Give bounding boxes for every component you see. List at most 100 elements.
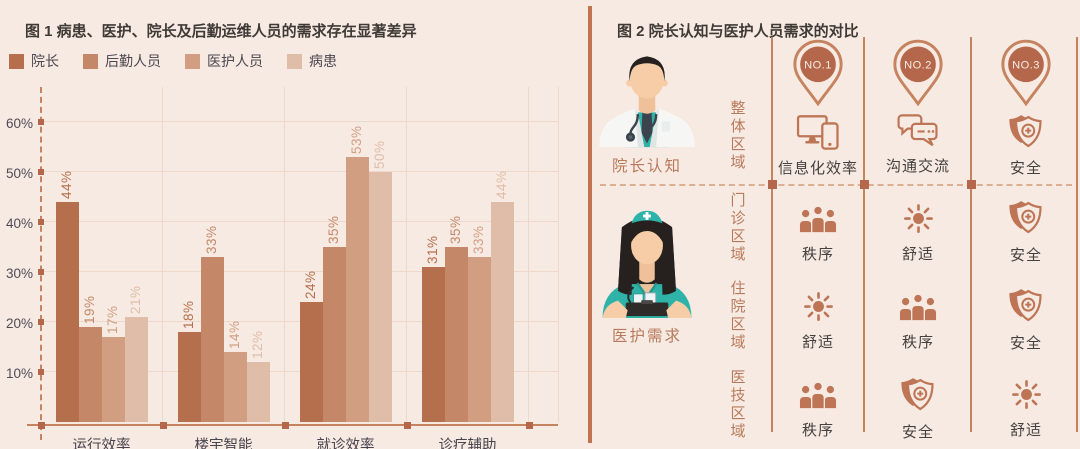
staff-need-cell: 秩序 — [772, 184, 864, 272]
director-avatar-block: 院长认知 — [592, 35, 702, 184]
staff-need-label: 秩序 — [801, 422, 834, 439]
x-axis-square-marker — [281, 422, 289, 429]
figure1-title: 图 1 病患、医护、院长及后勤运维人员的需求存在显著差异 — [25, 23, 417, 41]
bar-value-label: 17% — [105, 305, 120, 334]
people-icon — [798, 377, 838, 412]
y-tick-marker — [38, 369, 44, 375]
area-label: 住院区域 — [728, 280, 746, 352]
staff-need-cell: 安全 — [972, 184, 1080, 272]
separator-square-marker — [767, 180, 777, 189]
bar-group: 24% 35% 53% 50% 就诊效率 — [285, 87, 407, 449]
legend-label: 医护人员 — [207, 53, 263, 69]
legend-item: 病患 — [287, 51, 337, 71]
bar-value-label: 53% — [349, 125, 364, 154]
director-need-label: 沟通交流 — [885, 158, 950, 175]
sun-icon — [800, 289, 837, 324]
shield-icon — [1005, 287, 1047, 325]
bar-后勤人员: 33% — [200, 225, 224, 422]
legend-item: 后勤人员 — [83, 51, 161, 71]
figure1-panel: 图 1 病患、医护、院长及后勤运维人员的需求存在显著差异 院长 后勤人员 医护人员 病… — [6, 23, 559, 449]
shield-icon — [1005, 199, 1047, 237]
staff-need-cell: 舒适 — [972, 360, 1080, 449]
legend-swatch — [185, 53, 200, 69]
bar-院长: 31% — [421, 235, 445, 422]
legend-label: 后勤人员 — [105, 53, 161, 69]
bar-院长: 18% — [177, 300, 201, 422]
staff-need-label: 秩序 — [801, 245, 834, 263]
column-divider — [970, 37, 972, 432]
bar-病患: 50% — [368, 140, 392, 422]
staff-need-cell: 舒适 — [772, 272, 864, 360]
staff-need-label: 安全 — [901, 423, 934, 441]
bar-value-label: 35% — [448, 215, 463, 244]
y-tick-label: 40% — [5, 216, 33, 231]
bar-value-label: 19% — [82, 295, 97, 324]
x-axis-square-marker — [37, 422, 45, 429]
staff-need-label: 安全 — [1009, 335, 1042, 352]
director-need-label: 安全 — [1009, 160, 1042, 177]
y-tick-label: 60% — [5, 116, 33, 131]
panel-separator-line — [588, 6, 592, 443]
bar-医护人员: 17% — [101, 305, 125, 422]
y-tick-marker — [38, 269, 44, 275]
y-tick-label: 30% — [5, 266, 33, 281]
rank-pin-icon: NO.1 — [791, 39, 845, 107]
separator-square-marker — [859, 180, 869, 189]
category-label: 就诊效率 — [316, 438, 375, 449]
y-tick-label: 20% — [5, 316, 33, 331]
staff-label: 医护需求 — [611, 328, 682, 345]
x-axis-square-marker — [403, 422, 411, 429]
devices-icon — [796, 113, 840, 151]
gridline — [41, 121, 558, 122]
y-tick-marker — [38, 319, 44, 325]
gridline — [41, 171, 558, 172]
bar-value-label: 24% — [303, 270, 318, 299]
bar-value-label: 44% — [494, 170, 509, 199]
chat-icon — [896, 113, 940, 149]
bar-value-label: 50% — [372, 140, 387, 169]
director-need-label: 信息化效率 — [777, 160, 858, 177]
y-tick-marker — [38, 169, 44, 175]
bar-value-label: 12% — [250, 330, 265, 359]
bar-value-label: 35% — [326, 215, 341, 244]
staff-need-label: 安全 — [1009, 247, 1042, 264]
legend-swatch — [83, 53, 98, 69]
x-axis-square-marker — [525, 422, 533, 429]
column-divider — [771, 37, 773, 432]
people-icon — [898, 289, 938, 324]
area-label-overall: 整体区域 — [728, 100, 746, 172]
y-tick-marker — [38, 119, 44, 125]
separator-square-marker — [966, 180, 976, 189]
bar-value-label: 44% — [59, 170, 74, 199]
bar-医护人员: 14% — [223, 320, 247, 422]
shield-icon — [1005, 113, 1047, 151]
area-label: 医技区域 — [728, 368, 746, 441]
sun-icon — [900, 201, 937, 236]
category-label: 运行效率 — [72, 438, 131, 449]
bar-group: 31% 35% 33% 44% 诊疗辅助 — [407, 87, 529, 449]
bar-医护人员: 53% — [345, 125, 369, 422]
x-axis-square-marker — [159, 422, 167, 429]
area-label: 门诊区域 — [728, 192, 746, 264]
legend-item: 医护人员 — [185, 51, 263, 71]
rank-pin-icon: NO.2 — [891, 39, 945, 107]
staff-avatar-block: 医护需求 — [592, 184, 702, 346]
y-tick-label: 10% — [5, 366, 33, 381]
bar-后勤人员: 35% — [322, 215, 346, 422]
legend-swatch — [287, 53, 302, 69]
column-divider — [1076, 37, 1078, 432]
bar-chart-plot: 44% 19% 17% 21% 运行效率 18% 33% 14% 12% 楼宇智能 24% 35% 53… — [6, 87, 559, 449]
director-need-cell: NO.3 安全 — [972, 35, 1080, 184]
figure2-title: 图 2 院长认知与医护人员需求的对比 — [617, 23, 859, 41]
bar-value-label: 33% — [471, 225, 486, 254]
shield-icon — [897, 376, 939, 414]
staff-need-cell: 舒适 — [864, 184, 972, 272]
bar-value-label: 14% — [227, 320, 242, 349]
bar-value-label: 18% — [181, 300, 196, 329]
director-need-cell: NO.1 信息化效率 — [772, 35, 864, 184]
director-label: 院长认知 — [611, 158, 682, 175]
svg-text:NO.2: NO.2 — [904, 60, 932, 72]
bar-病患: 21% — [124, 285, 148, 422]
bar-group: 44% 19% 17% 21% 运行效率 — [41, 87, 163, 449]
